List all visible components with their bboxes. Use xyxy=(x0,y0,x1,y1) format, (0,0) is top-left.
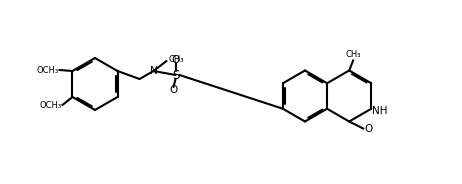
Text: CH₃: CH₃ xyxy=(346,50,361,59)
Text: S: S xyxy=(172,68,179,82)
Text: OCH₃: OCH₃ xyxy=(39,102,61,111)
Text: O: O xyxy=(170,85,178,95)
Text: OCH₃: OCH₃ xyxy=(36,66,59,75)
Text: NH: NH xyxy=(372,106,388,116)
Text: N: N xyxy=(150,66,158,76)
Text: O: O xyxy=(364,125,372,135)
Text: O: O xyxy=(171,55,180,65)
Text: CH₃: CH₃ xyxy=(169,56,184,65)
